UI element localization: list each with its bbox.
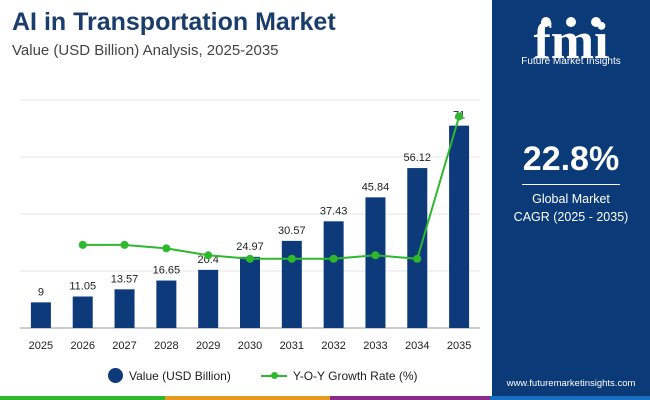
bar-2032 bbox=[323, 221, 344, 328]
chart-area: AI in Transportation Market Value (USD B… bbox=[12, 8, 480, 383]
bar-label-2027: 13.57 bbox=[111, 273, 139, 285]
bar-label-2033: 45.84 bbox=[362, 181, 390, 193]
bar-label-2031: 30.57 bbox=[278, 225, 306, 237]
globe-icon bbox=[591, 17, 601, 27]
bar-label-2034: 56.12 bbox=[404, 152, 432, 164]
growth-point-2033 bbox=[371, 251, 380, 260]
bar-2027 bbox=[114, 289, 135, 328]
bar-2030 bbox=[240, 256, 260, 328]
x-tick-label-2028: 2028 bbox=[154, 340, 178, 352]
cagr-divider bbox=[522, 184, 620, 185]
bar-2031 bbox=[281, 240, 302, 328]
x-tick-label-2035: 2035 bbox=[447, 340, 471, 352]
bottom-color-bar bbox=[0, 396, 650, 400]
growth-point-2031 bbox=[287, 254, 296, 263]
growth-point-2034 bbox=[413, 254, 422, 263]
chart-svg: 9 2025 11.05 2026 13.57 2027 16.65 2028 20.4 2029… bbox=[20, 99, 480, 352]
bar-label-2025: 9 bbox=[38, 286, 44, 298]
website-link[interactable]: www.futuremarketinsights.com bbox=[506, 378, 636, 389]
x-tick-label-2030: 2030 bbox=[238, 340, 262, 352]
growth-point-2028 bbox=[162, 244, 171, 253]
legend-line-swatch bbox=[260, 371, 287, 379]
legend-line-label: Y-O-Y Growth Rate (%) bbox=[292, 368, 418, 383]
bar-label-2032: 37.43 bbox=[320, 205, 348, 217]
chart-subtitle: Value (USD Billion) Analysis, 2025-2035 bbox=[12, 42, 279, 59]
growth-point-2026 bbox=[78, 240, 87, 249]
bar-2033 bbox=[365, 197, 386, 328]
x-tick-label-2034: 2034 bbox=[405, 340, 429, 352]
growth-point-2035 bbox=[455, 112, 464, 121]
x-tick-label-2027: 2027 bbox=[112, 340, 136, 352]
bar-2035 bbox=[449, 125, 470, 329]
bar-2028 bbox=[156, 280, 177, 328]
legend-bar-swatch bbox=[108, 368, 123, 383]
growth-point-2029 bbox=[204, 251, 213, 260]
bar-label-2030: 24.97 bbox=[236, 241, 264, 253]
x-tick-label-2031: 2031 bbox=[280, 340, 304, 352]
growth-point-2027 bbox=[120, 240, 129, 249]
x-tick-label-2032: 2032 bbox=[321, 340, 345, 352]
growth-rate-line bbox=[82, 116, 461, 260]
x-tick-label-2026: 2026 bbox=[70, 340, 94, 352]
legend-bar-label: Value (USD Billion) bbox=[129, 368, 231, 383]
logo-subtitle: Future Market Insights bbox=[521, 56, 621, 67]
cagr-label-line2: CAGR (2025 - 2035) bbox=[513, 210, 629, 224]
bar-label-2028: 16.65 bbox=[153, 265, 181, 277]
growth-point-2032 bbox=[329, 254, 338, 263]
bar-2034 bbox=[407, 168, 428, 328]
bar-label-2026: 11.05 bbox=[69, 281, 96, 293]
bar-label-2029: 20.4 bbox=[197, 254, 218, 266]
x-tick-label-2033: 2033 bbox=[363, 340, 387, 352]
globe-icon bbox=[566, 17, 576, 27]
cagr-label: Global Market CAGR (2025 - 2035) bbox=[492, 190, 650, 226]
bar-2025 bbox=[30, 302, 51, 328]
bar-2026 bbox=[72, 296, 93, 328]
chart-title: AI in Transportation Market bbox=[12, 8, 336, 36]
x-tick-label-2025: 2025 bbox=[29, 340, 53, 352]
cagr-label-line1: Global Market bbox=[532, 192, 610, 206]
side-panel: fmi Future Market Insights 22.8% Global … bbox=[492, 0, 650, 400]
growth-point-2030 bbox=[246, 254, 254, 263]
x-tick-label-2029: 2029 bbox=[196, 340, 220, 352]
cagr-value: 22.8% bbox=[522, 140, 620, 178]
chart-legend: Value (USD Billion) Y-O-Y Growth Rate (%… bbox=[108, 368, 418, 383]
fmi-logo: fmi bbox=[533, 13, 608, 70]
globe-icon bbox=[541, 17, 551, 27]
bar-2029 bbox=[198, 269, 219, 328]
